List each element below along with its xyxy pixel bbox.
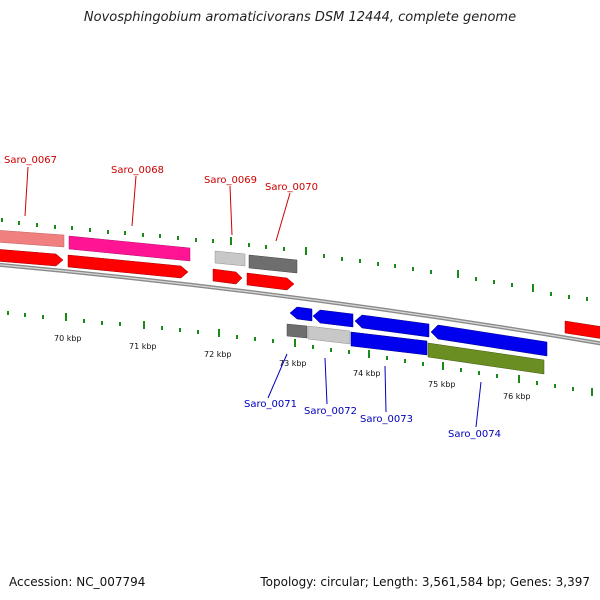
topology-text: Topology: circular; Length: 3,561,584 bp…: [260, 575, 590, 589]
gene-label-saro-0074[interactable]: Saro_0074: [448, 429, 501, 440]
cds-arrow-0073[interactable]: [354, 314, 430, 338]
kbp-label-75: 75 kbp: [428, 380, 456, 389]
genome-title: Novosphingobium aromaticivorans DSM 1244…: [83, 10, 517, 25]
feature-darkgrey-0071[interactable]: [286, 323, 308, 339]
lower-feature-track: [286, 323, 545, 375]
genome-backbone-highlight: [0, 264, 600, 344]
kbp-label-73: 73 kbp: [279, 359, 307, 368]
kbp-label-70: 70 kbp: [54, 334, 82, 343]
cds-arrow-0074[interactable]: [430, 324, 548, 357]
gene-label-saro-0068[interactable]: Saro_0068: [111, 165, 164, 176]
feature-blue-0073[interactable]: [350, 331, 428, 356]
feature-lightgrey-0072[interactable]: [307, 325, 351, 345]
cds-arrow-0069[interactable]: [212, 268, 243, 285]
feature-olive-0074[interactable]: [427, 342, 545, 375]
gene-label-saro-0067[interactable]: Saro_0067: [4, 155, 57, 166]
gene-label-saro-0069[interactable]: Saro_0069: [204, 175, 257, 186]
cds-arrow-0070[interactable]: [246, 272, 295, 291]
kbp-label-76: 76 kbp: [503, 392, 531, 401]
cds-arrow-0072[interactable]: [312, 309, 354, 328]
feature-lightgrey-0069[interactable]: [214, 250, 246, 267]
cds-arrow-0068[interactable]: [67, 254, 189, 279]
feature-pink-0068[interactable]: [68, 235, 191, 262]
upper-tick-track: [1, 218, 588, 301]
gene-label-saro-0071[interactable]: Saro_0071: [244, 399, 297, 410]
upper-feature-track: [0, 230, 298, 274]
cds-arrow-0071[interactable]: [289, 306, 313, 322]
cds-arrow-next[interactable]: [564, 320, 600, 340]
reverse-cds-track: [289, 306, 548, 357]
forward-cds-track: [0, 249, 600, 340]
kbp-label-74: 74 kbp: [353, 369, 381, 378]
gene-label-saro-0072[interactable]: Saro_0072: [304, 406, 357, 417]
kbp-label-72: 72 kbp: [204, 350, 232, 359]
lower-tick-track: [7, 311, 593, 396]
gene-label-saro-0070[interactable]: Saro_0070: [265, 182, 318, 193]
accession-text: Accession: NC_007794: [9, 575, 146, 589]
kbp-label-71: 71 kbp: [129, 342, 157, 351]
feature-salmon-0067[interactable]: [0, 230, 65, 248]
feature-darkgrey-0070[interactable]: [248, 254, 298, 274]
top-leader-lines: [24, 166, 291, 242]
bottom-leader-lines: [267, 353, 482, 428]
gene-label-saro-0073[interactable]: Saro_0073: [360, 414, 413, 425]
cds-arrow-0067[interactable]: [0, 249, 64, 267]
